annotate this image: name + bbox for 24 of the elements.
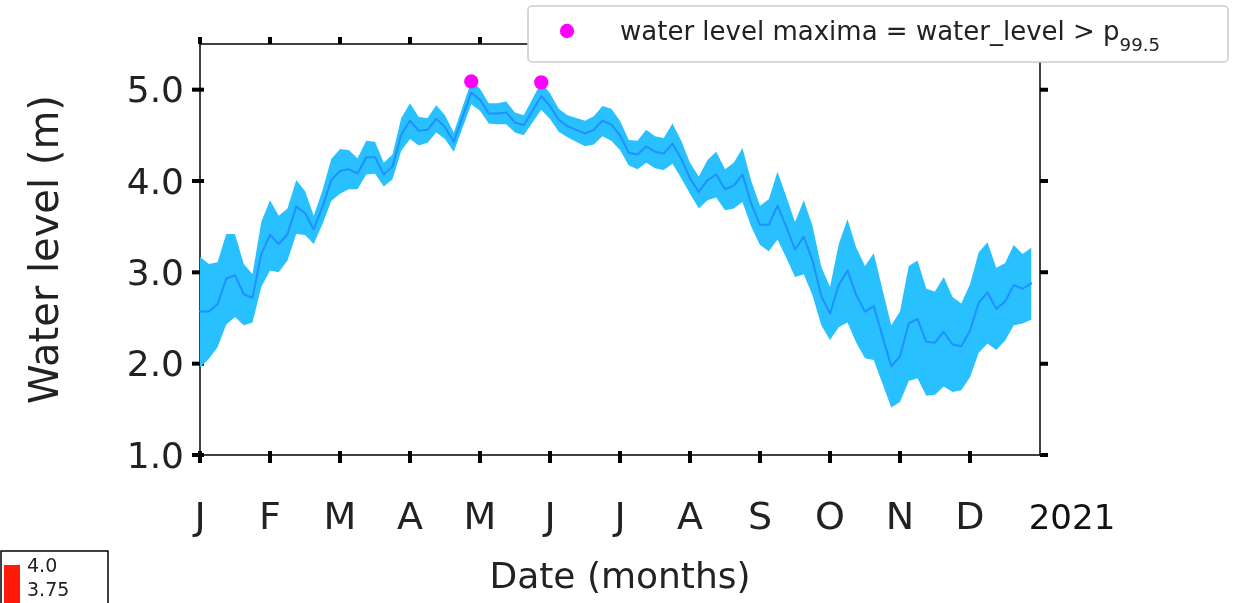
x-tick-label: D <box>955 494 985 538</box>
x-axis-title: Date (months) <box>489 555 751 596</box>
x-tick-label: J <box>612 494 626 538</box>
x-tick-label: A <box>677 494 703 538</box>
line-series <box>199 91 1033 368</box>
y-tick-label: 4.0 <box>126 160 184 202</box>
x-tick-label: S <box>747 494 773 538</box>
x-tick-label: A <box>397 494 423 538</box>
legend-label: water level maxima = water_level > p$_{99.5}$ <box>620 16 1161 55</box>
y-axis-title: Water level (m) <box>21 95 67 404</box>
x-tick-label: N <box>885 494 915 538</box>
x-tick-label: M <box>463 494 497 538</box>
text: 4.0 <box>27 554 58 576</box>
y-tick-label: 5.0 <box>126 69 184 111</box>
y-tick-label: 2.0 <box>126 343 184 385</box>
text: 3.75 <box>27 578 70 600</box>
text: 2021 <box>1028 497 1116 537</box>
x-tick-label: O <box>815 494 845 538</box>
y-tick-label: 3.0 <box>126 251 184 293</box>
x-tick-label: F <box>259 494 281 538</box>
y-tick-label: 1.0 <box>126 434 184 476</box>
x-tick-label: J <box>192 494 206 538</box>
x-tick-label: J <box>542 494 556 538</box>
x-tick-label: M <box>323 494 357 538</box>
